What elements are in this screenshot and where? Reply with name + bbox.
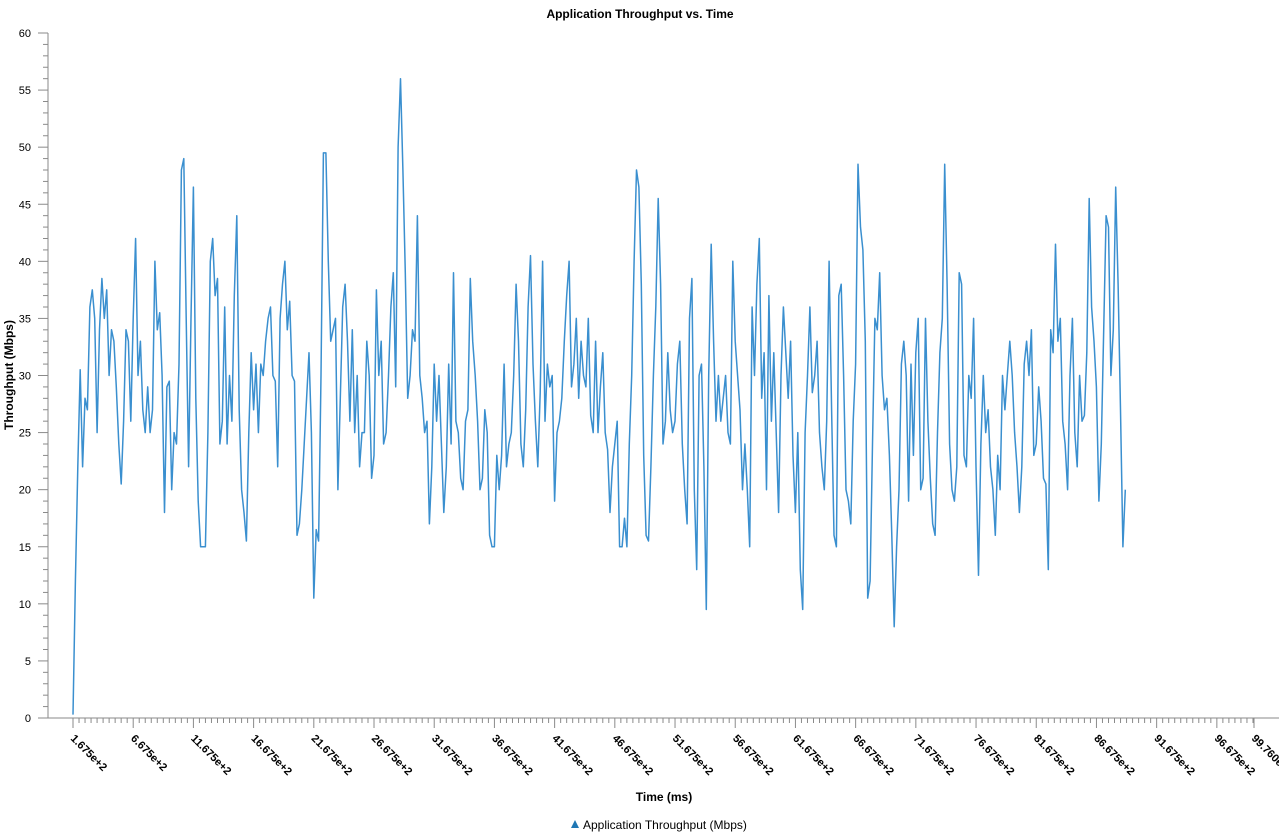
y-axis-ticks: 0 5 10 15 20 25 30 35 40 45 50 55 60 xyxy=(19,28,48,725)
legend-marker-triangle-icon xyxy=(571,820,579,828)
chart-title: Application Throughput vs. Time xyxy=(546,7,733,21)
legend[interactable]: Application Throughput (Mbps) xyxy=(571,818,747,832)
y-tick-label: 5 xyxy=(25,656,31,668)
x-tick-label: 31.675e+2 xyxy=(429,733,474,778)
x-tick-label: 1.675e+2 xyxy=(68,733,109,774)
y-tick-label: 25 xyxy=(19,428,31,440)
x-tick-label: 91.675e+2 xyxy=(1152,733,1197,778)
x-tick-label: 61.675e+2 xyxy=(790,733,835,778)
x-tick-label: 76.675e+2 xyxy=(971,733,1016,778)
series-line xyxy=(72,77,1127,715)
x-tick-label: 81.675e+2 xyxy=(1031,733,1076,778)
x-tick-label: 46.675e+2 xyxy=(610,733,655,778)
x-tick-label: 71.675e+2 xyxy=(911,733,956,778)
y-axis-label: Throughput (Mbps) xyxy=(2,320,16,430)
x-tick-label: 11.675e+2 xyxy=(188,733,233,778)
x-axis-label: Time (ms) xyxy=(636,790,692,804)
y-tick-label: 30 xyxy=(19,371,31,383)
legend-label: Application Throughput (Mbps) xyxy=(583,818,747,832)
y-tick-label: 20 xyxy=(19,485,31,497)
y-tick-label: 15 xyxy=(19,542,31,554)
x-tick-label: 26.675e+2 xyxy=(369,733,414,778)
y-tick-label: 50 xyxy=(19,142,31,154)
y-tick-label: 35 xyxy=(19,313,31,325)
y-tick-label: 45 xyxy=(19,199,31,211)
x-tick-label: 41.675e+2 xyxy=(550,733,595,778)
x-tick-label: 56.675e+2 xyxy=(730,733,775,778)
x-tick-label: 36.675e+2 xyxy=(489,733,534,778)
x-axis-ticks: 1.675e+2 6.675e+2 11.675e+2 16.675e+2 21.675… xyxy=(68,718,1279,778)
y-tick-label: 60 xyxy=(19,28,31,40)
x-tick-label: 6.675e+2 xyxy=(128,733,169,774)
y-tick-label: 40 xyxy=(19,256,31,268)
y-tick-label: 55 xyxy=(19,85,31,97)
x-tick-label: 66.675e+2 xyxy=(851,733,896,778)
x-tick-label: 21.675e+2 xyxy=(309,733,354,778)
series-layer xyxy=(72,77,1127,715)
x-tick-label: 16.675e+2 xyxy=(248,733,293,778)
x-tick-label: 51.675e+2 xyxy=(670,733,715,778)
x-tick-label: 86.675e+2 xyxy=(1091,733,1136,778)
y-tick-label: 10 xyxy=(19,599,31,611)
y-tick-label: 0 xyxy=(25,713,31,725)
